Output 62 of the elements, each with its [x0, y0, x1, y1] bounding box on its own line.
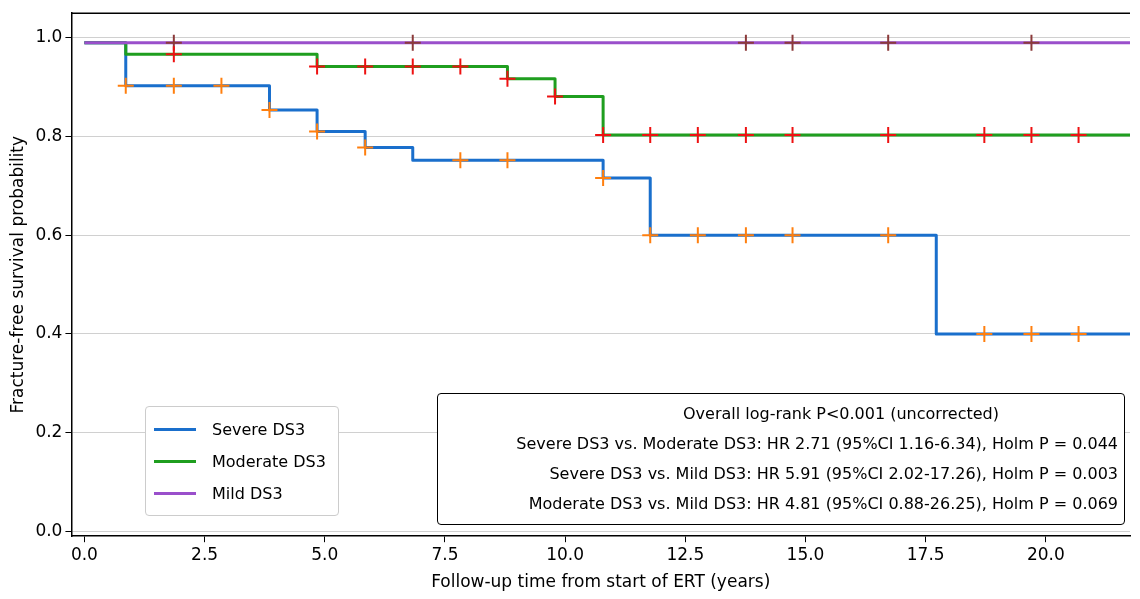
point	[451, 151, 470, 170]
y-axis-title: Fracture-free survival probability	[6, 135, 27, 414]
x-tick-label: 7.5	[431, 543, 459, 564]
y-tick-label: 0.0	[35, 519, 63, 540]
point	[546, 87, 565, 106]
point	[164, 76, 183, 95]
point	[783, 126, 802, 145]
y-tick-label: 0.8	[35, 124, 63, 145]
x-tick-label: 12.5	[666, 543, 705, 564]
x-axis-title: Follow-up time from start of ERT (years)	[431, 571, 771, 592]
legend-label: Moderate DS3	[212, 451, 326, 471]
point	[1022, 324, 1041, 343]
x-tick-label: 15.0	[786, 543, 825, 564]
point	[975, 126, 994, 145]
y-tick-label: 0.2	[35, 421, 63, 442]
point	[736, 126, 755, 145]
x-tick-label: 17.5	[906, 543, 945, 564]
annotation: Moderate DS3 vs. Mild DS3: HR 4.81 (95%CI 0.88-26.25), Holm P = 0.069	[527, 493, 1118, 515]
point	[498, 151, 517, 170]
point	[1022, 33, 1041, 52]
point	[641, 126, 660, 145]
x-tick-label: 5.0	[311, 543, 339, 564]
point	[164, 45, 183, 64]
point	[879, 226, 898, 245]
annotation: Severe DS3 vs. Mild DS3: HR 5.91 (95%CI 2.02-17.26), Holm P = 0.003	[548, 463, 1118, 485]
point	[116, 76, 135, 95]
x-tick-label: 0.0	[70, 543, 98, 564]
point	[498, 69, 517, 88]
x-tick-label: 20.0	[1026, 543, 1065, 564]
point	[688, 126, 707, 145]
annotation: Severe DS3 vs. Moderate DS3: HR 2.71 (95%CI 1.16-6.34), Holm P = 0.044	[515, 433, 1118, 455]
point	[308, 57, 327, 76]
point	[403, 57, 422, 76]
y-tick-label: 0.6	[35, 223, 63, 244]
point	[594, 168, 613, 187]
point	[1069, 126, 1088, 145]
point	[879, 33, 898, 52]
point	[1069, 324, 1088, 343]
point	[736, 226, 755, 245]
point	[783, 226, 802, 245]
point	[356, 138, 375, 157]
point	[688, 226, 707, 245]
point	[260, 100, 279, 119]
point	[594, 126, 613, 145]
point	[451, 57, 470, 76]
legend-label: Mild DS3	[212, 483, 283, 503]
point	[736, 33, 755, 52]
point	[1022, 126, 1041, 145]
x-tick-label: 10.0	[546, 543, 585, 564]
point	[879, 126, 898, 145]
point	[783, 33, 802, 52]
point	[975, 324, 994, 343]
point	[308, 122, 327, 141]
point	[212, 76, 231, 95]
point	[403, 33, 422, 52]
point	[641, 226, 660, 245]
x-tick-label: 2.5	[191, 543, 219, 564]
y-tick-label: 0.4	[35, 322, 63, 343]
legend-label: Severe DS3	[212, 419, 306, 439]
point	[356, 57, 375, 76]
y-tick-label: 1.0	[35, 26, 63, 47]
annotation: Overall log-rank P<0.001 (uncorrected)	[681, 403, 1000, 425]
